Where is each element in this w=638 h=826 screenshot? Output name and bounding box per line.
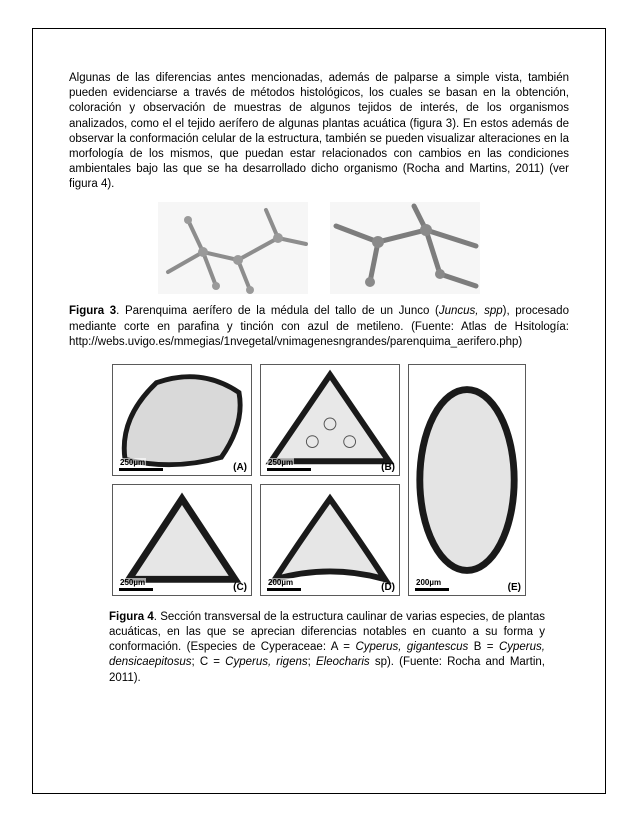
figure3-caption: Figura 3. Parenquima aerífero de la médu…	[69, 304, 569, 350]
figure4-mid-b: B =	[468, 641, 499, 653]
scale-bar	[415, 588, 449, 591]
figure3-panel-left	[158, 202, 308, 294]
figure4-mid-d: ;	[308, 656, 316, 668]
panel-letter: (D)	[381, 582, 395, 593]
panel-letter: (B)	[381, 462, 395, 473]
panel-letter: (E)	[508, 582, 521, 593]
figure4-species-d: Eleocharis	[316, 656, 370, 668]
scale-bar	[119, 588, 153, 591]
body-paragraph: Algunas de las diferencias antes mencion…	[69, 71, 569, 192]
scale-label: 200µm	[415, 578, 442, 587]
figure4-label: Figura 4	[109, 611, 154, 623]
scalebar: 250µm	[119, 578, 153, 591]
panel-letter: (C)	[233, 582, 247, 593]
figure3-label: Figura 3	[69, 305, 116, 317]
figure4-panel-c: 250µm (C)	[112, 484, 252, 596]
scale-label: 250µm	[267, 458, 294, 467]
scale-label: 250µm	[119, 578, 146, 587]
figure4-species-a: Cyperus, gigantescus	[355, 641, 468, 653]
figure4-species-c: Cyperus, rigens	[225, 656, 307, 668]
scale-label: 200µm	[267, 578, 294, 587]
figure4-panel-d: 200µm (D)	[260, 484, 400, 596]
scalebar: 200µm	[267, 578, 301, 591]
scalebar: 250µm	[267, 458, 311, 471]
figure4-grid: 250µm (A) 250µm (B)	[69, 364, 569, 596]
page: Algunas de las diferencias antes mencion…	[0, 0, 638, 826]
figure3-images	[69, 202, 569, 294]
scale-bar	[119, 468, 163, 471]
figure4-caption: Figura 4. Sección transversal de la estr…	[109, 610, 545, 686]
figure3-caption-a: . Parenquima aerífero de la médula del t…	[116, 305, 439, 317]
figure4-mid-c: ; C =	[191, 656, 225, 668]
figure3-panel-right	[330, 202, 480, 294]
scale-bar	[267, 468, 311, 471]
panel-letter: (A)	[233, 462, 247, 473]
scale-label: 250µm	[119, 458, 146, 467]
scale-bar	[267, 588, 301, 591]
scalebar: 200µm	[415, 578, 449, 591]
scalebar: 250µm	[119, 458, 163, 471]
page-frame: Algunas de las diferencias antes mencion…	[32, 28, 606, 794]
figure4-panel-b: 250µm (B)	[260, 364, 400, 476]
figure3-species: Juncus, spp	[439, 305, 503, 317]
figure4-panel-a: 250µm (A)	[112, 364, 252, 476]
figure4-panel-e: 200µm (E)	[408, 364, 526, 596]
